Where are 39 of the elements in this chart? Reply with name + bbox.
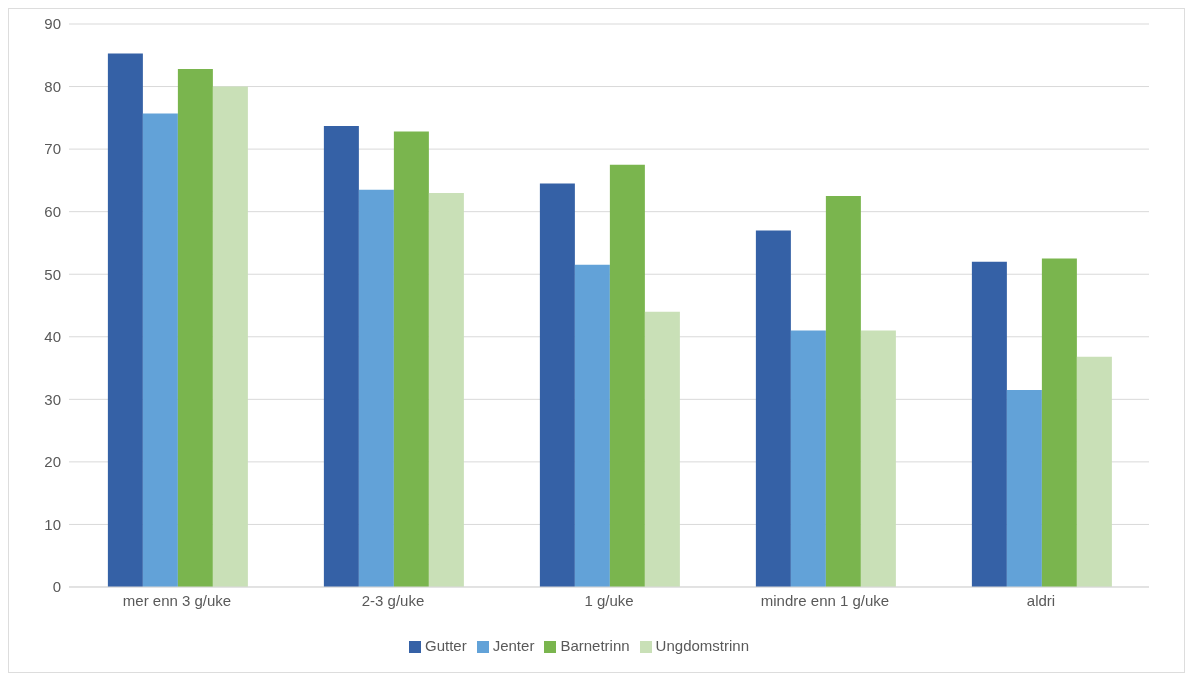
bar xyxy=(790,330,826,587)
bar xyxy=(212,86,248,587)
bar xyxy=(1076,356,1112,587)
y-tick-label: 40 xyxy=(44,328,61,346)
bar xyxy=(393,131,429,587)
x-tick-label: 1 g/uke xyxy=(584,591,634,609)
bar xyxy=(1006,389,1042,587)
x-tick-label: 2-3 g/uke xyxy=(361,591,425,609)
legend-label: Jenter xyxy=(492,637,535,654)
bar xyxy=(574,264,610,587)
bar xyxy=(971,261,1007,587)
y-tick-label: 60 xyxy=(44,202,61,220)
bar xyxy=(539,183,575,587)
y-tick-label: 20 xyxy=(44,453,61,471)
bar xyxy=(860,330,896,587)
x-tick-label: aldri xyxy=(1026,591,1056,609)
bar xyxy=(358,189,394,587)
y-tick-label: 90 xyxy=(44,15,61,33)
bar xyxy=(644,311,680,587)
bar xyxy=(107,53,143,587)
y-tick-label: 80 xyxy=(44,77,61,95)
bar xyxy=(825,196,861,587)
bar xyxy=(1041,258,1077,587)
legend-label: Ungdomstrinn xyxy=(655,637,749,654)
y-tick-label: 10 xyxy=(44,515,61,533)
legend-label: Gutter xyxy=(425,637,467,654)
bar xyxy=(323,125,359,587)
y-tick-label: 70 xyxy=(44,140,61,158)
x-tick-label: mer enn 3 g/uke xyxy=(122,591,232,609)
y-tick-label: 30 xyxy=(44,390,61,408)
bar xyxy=(177,69,213,587)
bar xyxy=(609,164,645,587)
y-tick-label: 0 xyxy=(52,578,61,596)
x-tick-label: mindre enn 1 g/uke xyxy=(760,591,890,609)
y-tick-label: 50 xyxy=(44,265,61,283)
bar xyxy=(428,192,464,587)
bar xyxy=(142,113,178,587)
legend-label: Barnetrinn xyxy=(560,637,630,654)
bar xyxy=(755,230,791,587)
